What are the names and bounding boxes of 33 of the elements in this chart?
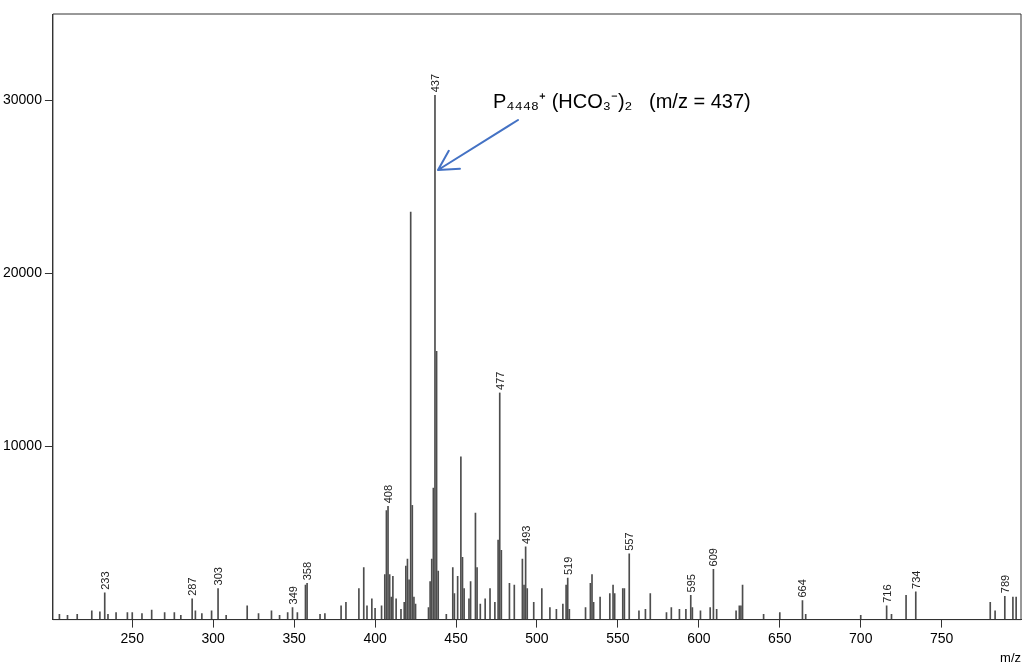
y-tick-label: 10000 — [2, 437, 43, 454]
y-tick-label: 20000 — [2, 264, 43, 281]
x-tick-label: 250 — [120, 629, 145, 646]
annotation: 287 — [186, 577, 199, 596]
annotation: 716 — [880, 584, 893, 603]
annotation: 437 — [428, 73, 441, 93]
annotation: 557 — [623, 532, 636, 551]
annotation: 734 — [909, 570, 922, 589]
x-tick-label: 400 — [363, 629, 387, 646]
x-tick-label: 750 — [930, 629, 954, 646]
annotation: 664 — [796, 579, 809, 598]
annotation: 477 — [493, 371, 506, 390]
x-tick-label: 500 — [525, 629, 549, 646]
annotation: 233 — [98, 571, 111, 590]
annotation: 609 — [707, 548, 720, 567]
annotation: 358 — [301, 561, 314, 581]
annotation: 595 — [684, 574, 697, 593]
annotation: 349 — [286, 586, 299, 605]
x-axis-title: m/z — [1000, 649, 1021, 665]
x-tick-label: 650 — [768, 629, 792, 646]
x-tick-label: 700 — [849, 629, 873, 646]
annotation: 789 — [998, 574, 1011, 594]
annotation: 303 — [212, 567, 225, 586]
annotation: P₄₄₄₈⁺ (HCO₃⁻)₂ (m/z = 437) — [492, 89, 751, 112]
x-tick-label: 450 — [444, 629, 468, 646]
annotation: 408 — [382, 484, 395, 504]
annotation: 519 — [561, 556, 574, 576]
x-tick-label: 350 — [282, 629, 307, 646]
y-tick-label: 30000 — [2, 91, 43, 108]
x-tick-label: 300 — [201, 629, 226, 646]
x-tick-label: 600 — [687, 629, 711, 646]
annotation: 493 — [519, 525, 532, 544]
x-tick-label: 550 — [606, 629, 630, 646]
